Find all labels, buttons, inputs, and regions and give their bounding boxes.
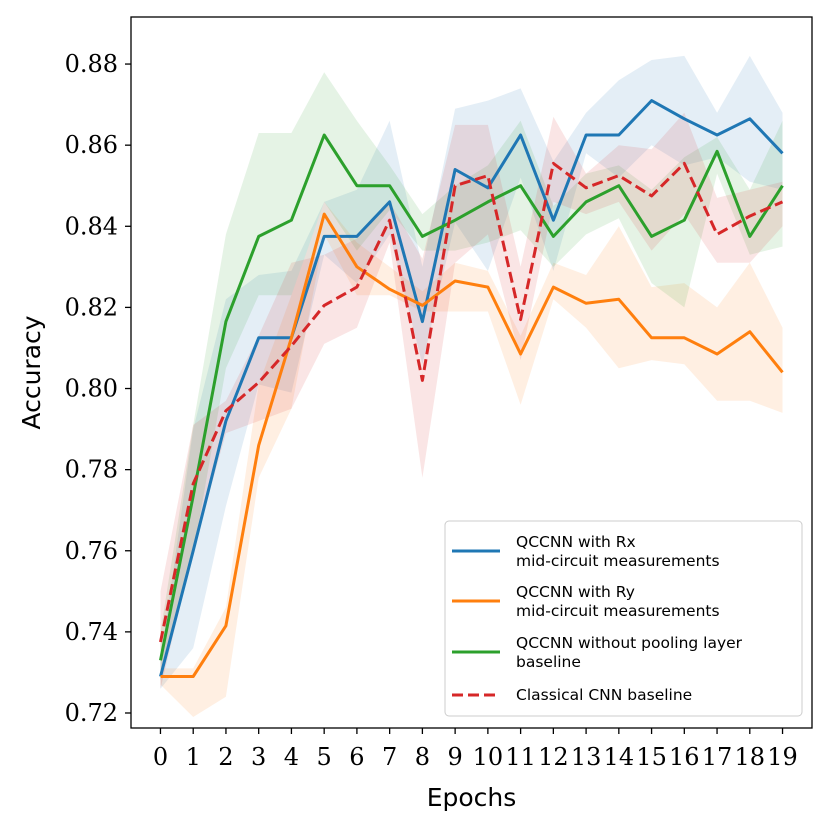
x-tick-label: 3 [251,743,266,771]
y-tick-label: 0.86 [65,131,118,159]
x-tick-label: 4 [284,743,299,771]
y-tick-label: 0.72 [65,699,118,727]
x-tick-label: 11 [505,743,536,771]
y-axis-label: Accuracy [17,315,46,429]
y-tick-label: 0.74 [65,618,118,646]
line-series-2 [160,212,784,678]
y-tick-label: 0.76 [65,537,118,565]
legend-label-1: mid-circuit measurements [516,552,720,570]
y-tick-label: 0.88 [65,50,118,78]
y-tick-label: 0.80 [65,375,118,403]
legend-label-3: QCCNN without pooling layer [516,634,743,652]
plot-frame [130,16,813,729]
x-tick-label: 10 [473,743,504,771]
x-tick-label: 7 [382,743,397,771]
x-tick-label: 8 [415,743,430,771]
band-series-2 [160,201,783,717]
band-series-1 [160,55,783,689]
x-axis: 0 1 2 3 4 5 6 7 8 9 10 11 12 13 14 15 16 17 18 19 [153,728,798,771]
legend-label-2: mid-circuit measurements [516,602,720,620]
band-series-3 [160,72,783,681]
line-series-3 [159,133,784,661]
line-series-4 [159,161,784,643]
line-series-1 [159,99,784,677]
y-axis: 0.72 0.74 0.76 0.78 0.80 0.82 0.84 0.86 0.88 [65,50,131,727]
x-tick-label: 6 [349,743,364,771]
y-tick-label: 0.82 [65,293,118,321]
legend-box [444,520,803,717]
x-tick-label: 17 [702,743,733,771]
x-tick-label: 14 [604,743,635,771]
x-axis-label: Epochs [427,783,517,812]
legend-label-3: baseline [516,653,581,671]
x-tick-label: 9 [447,743,462,771]
x-tick-label: 15 [636,743,667,771]
x-tick-label: 2 [218,743,233,771]
legend-label-4: Classical CNN baseline [516,686,692,704]
x-tick-label: 1 [186,743,201,771]
x-tick-label: 16 [669,743,700,771]
confidence-bands [160,55,783,717]
x-tick-label: 12 [538,743,569,771]
x-tick-label: 19 [767,743,798,771]
x-tick-label: 5 [317,743,332,771]
x-tick-label: 18 [735,743,766,771]
band-series-4 [160,112,783,689]
legend-label-2: QCCNN with Ry [516,583,635,601]
series-lines [159,99,784,678]
legend-label-1: QCCNN with Rx [516,533,636,551]
x-tick-label: 13 [571,743,602,771]
y-tick-label: 0.84 [65,212,118,240]
y-tick-label: 0.78 [65,456,118,484]
x-tick-label: 0 [153,743,168,771]
